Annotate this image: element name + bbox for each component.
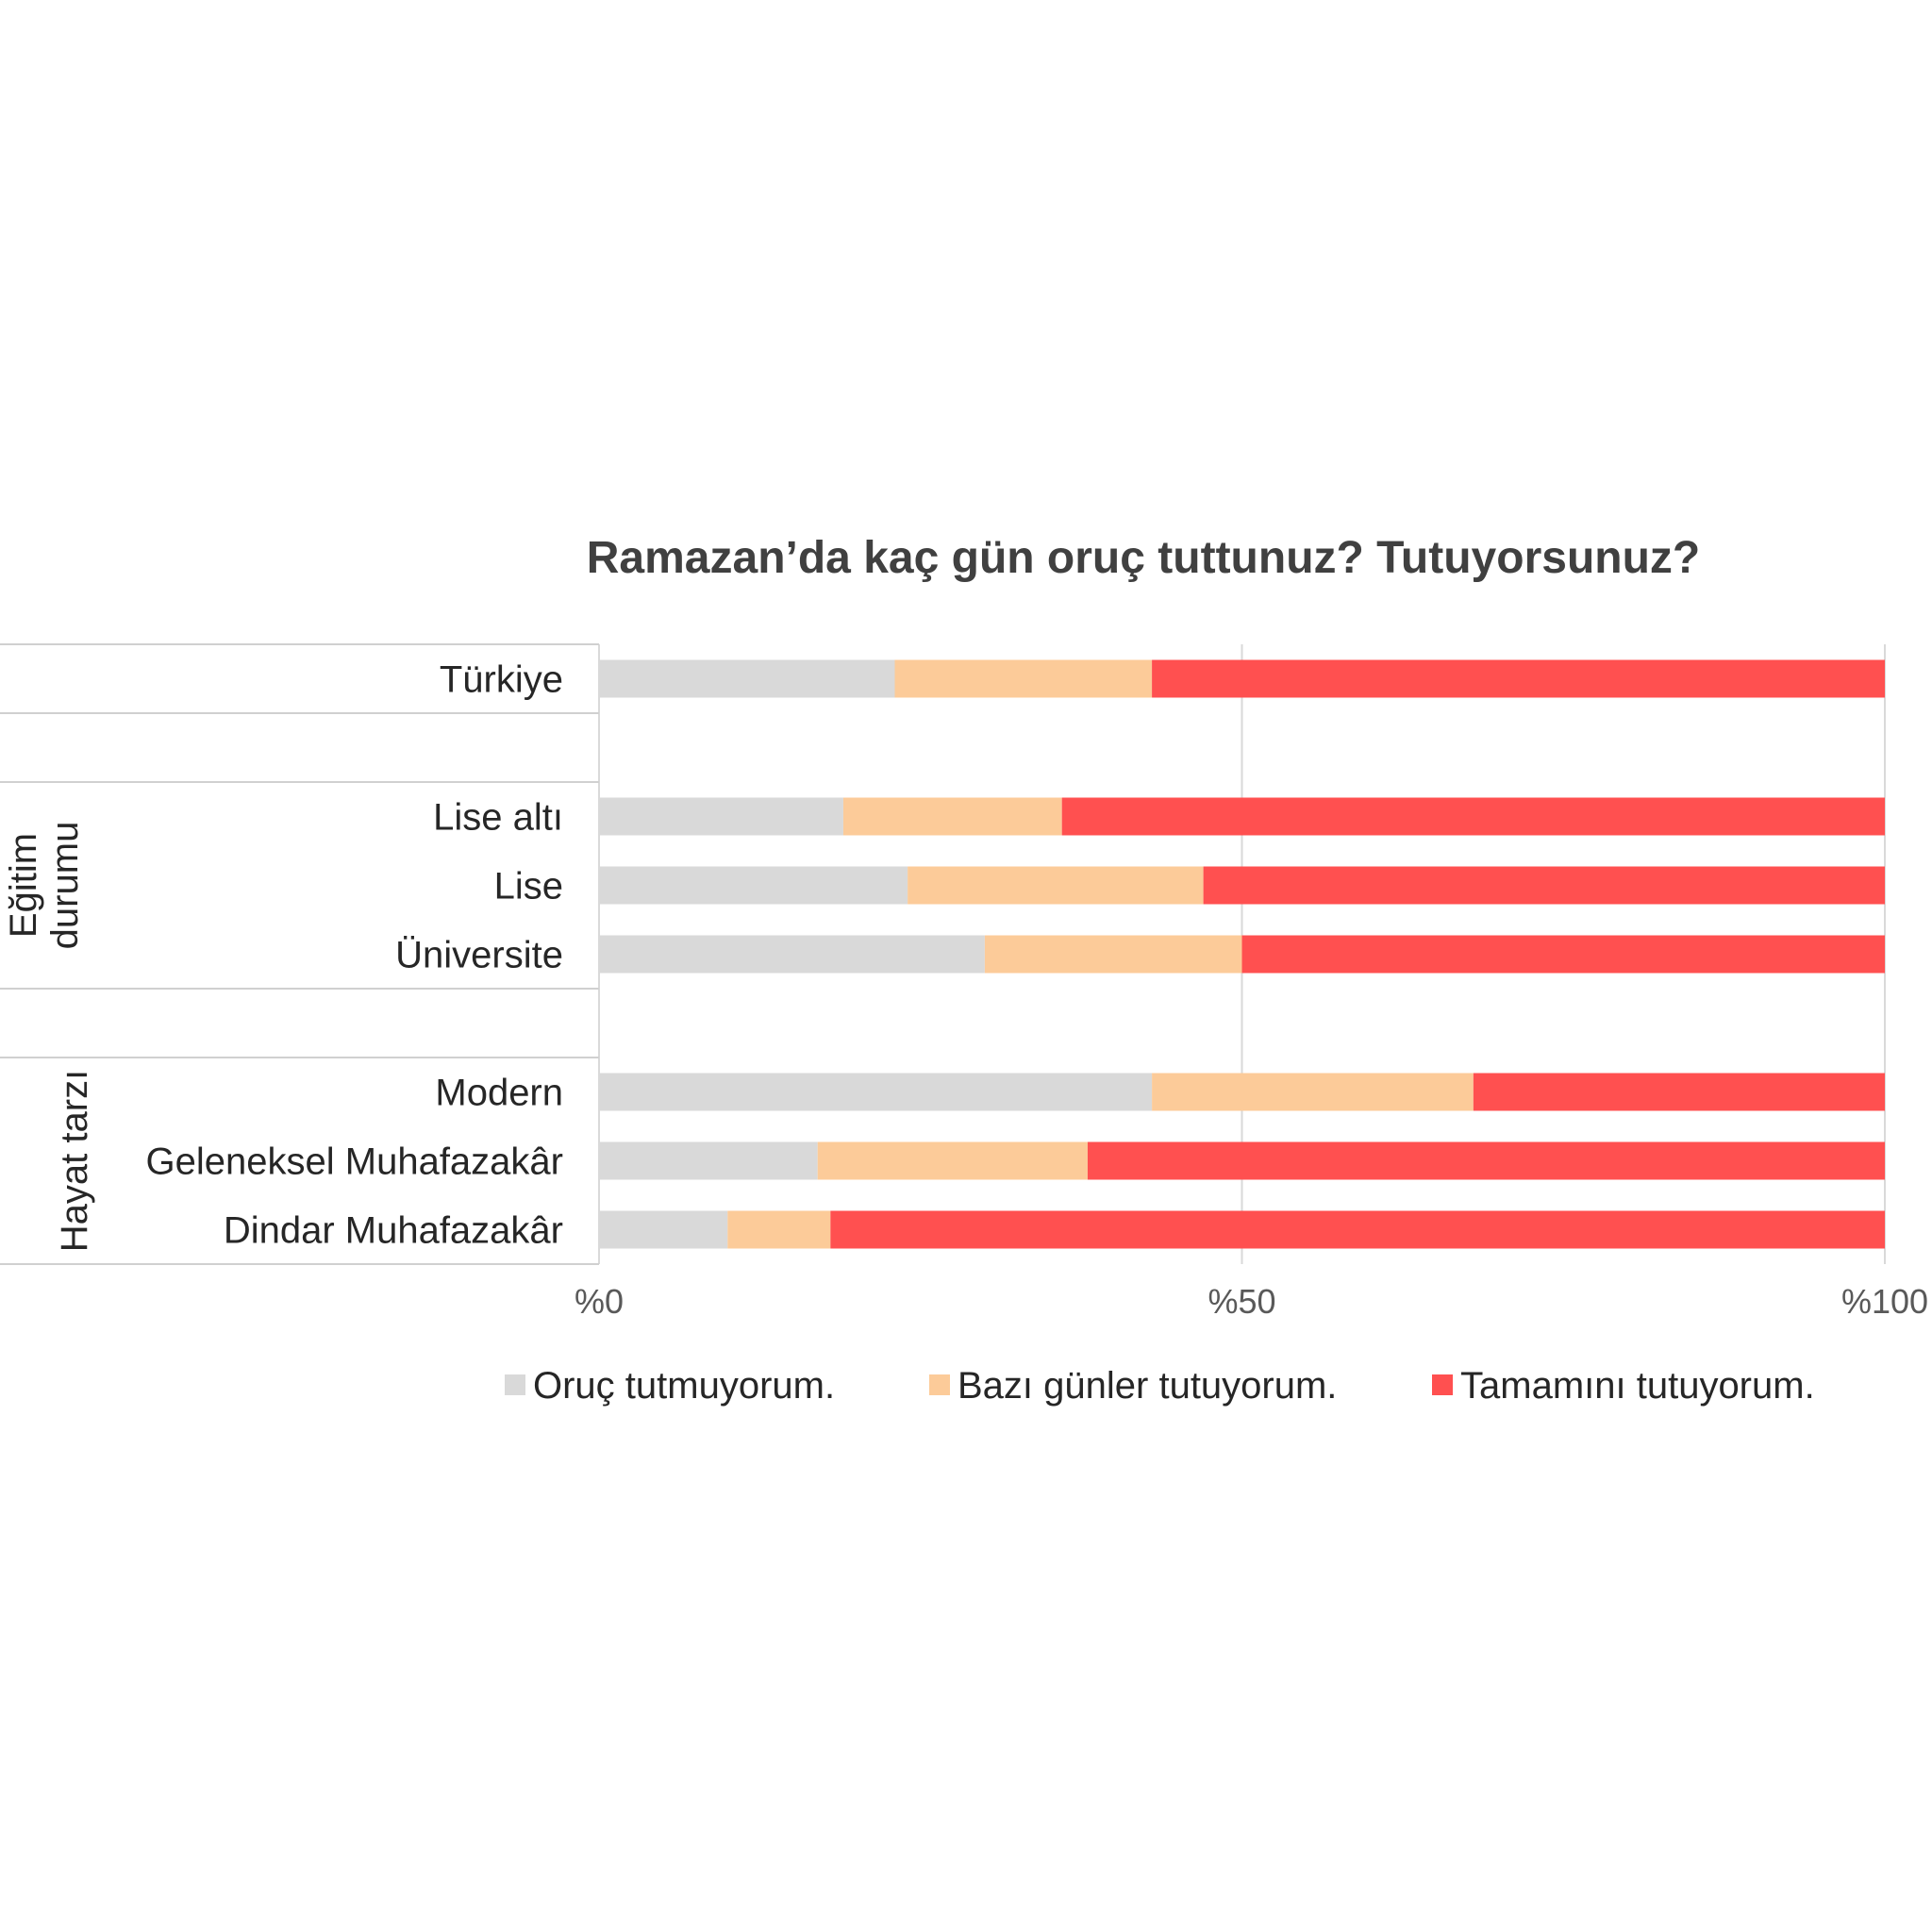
legend-swatch [1432, 1374, 1453, 1395]
category-label: Modern [435, 1073, 563, 1114]
bar-segment [599, 866, 908, 905]
bar-segment [1087, 1141, 1885, 1180]
bar-segment [1241, 935, 1885, 974]
category-label: Lise [494, 866, 563, 908]
bars [599, 659, 1885, 1249]
category-label: Geleneksel Muhafazakâr [146, 1141, 563, 1183]
bar-segment [1203, 866, 1885, 905]
x-tick-label: %0 [575, 1282, 624, 1321]
chart-title: Ramazan’da kaç gün oruç tuttunuz? Tutuyo… [587, 533, 1700, 583]
legend-swatch [929, 1374, 950, 1395]
legend: Oruç tutmuyorum. Bazı günler tutuyorum. Ta… [505, 1365, 1815, 1407]
bar-segment [830, 1210, 1885, 1249]
category-table-lines [0, 643, 599, 1265]
legend-swatch [505, 1374, 525, 1395]
group-labels: Eğitim durumu Hayat tarzı [3, 822, 95, 1253]
bar-segment [1473, 1073, 1885, 1111]
bar-segment [1061, 797, 1885, 836]
bar-segment [599, 1210, 728, 1249]
bar-segment [599, 659, 895, 698]
bar-segment [894, 659, 1153, 698]
x-tick-label: %50 [1208, 1282, 1275, 1321]
bar-segment [599, 1073, 1153, 1111]
legend-label: Bazı günler tutuyorum. [958, 1365, 1337, 1407]
bar-segment [599, 797, 843, 836]
x-tick-labels: %0 %50 %100 [575, 1282, 1928, 1321]
category-label: Türkiye [440, 659, 563, 701]
bar-segment [599, 1141, 818, 1180]
category-labels: Türkiye Lise altı Lise Üniversite Modern Gele… [146, 659, 563, 1252]
category-label: Lise altı [433, 797, 563, 839]
bar-segment [1152, 659, 1885, 698]
group-label: Eğitim [3, 833, 44, 938]
legend-label: Oruç tutmuyorum. [533, 1365, 835, 1407]
x-tick-label: %100 [1841, 1282, 1928, 1321]
bar-segment [908, 866, 1204, 905]
category-label: Dindar Muhafazakâr [224, 1210, 563, 1252]
category-label: Üniversite [395, 935, 563, 976]
bar-segment [599, 935, 985, 974]
bar-segment [1152, 1073, 1474, 1111]
bar-segment [817, 1141, 1088, 1180]
bar-segment [984, 935, 1242, 974]
bar-segment [842, 797, 1062, 836]
bar-segment [727, 1210, 831, 1249]
legend-label: Tamamını tutuyorum. [1460, 1365, 1815, 1407]
group-label: Hayat tarzı [54, 1070, 95, 1252]
group-label: durumu [44, 822, 86, 950]
